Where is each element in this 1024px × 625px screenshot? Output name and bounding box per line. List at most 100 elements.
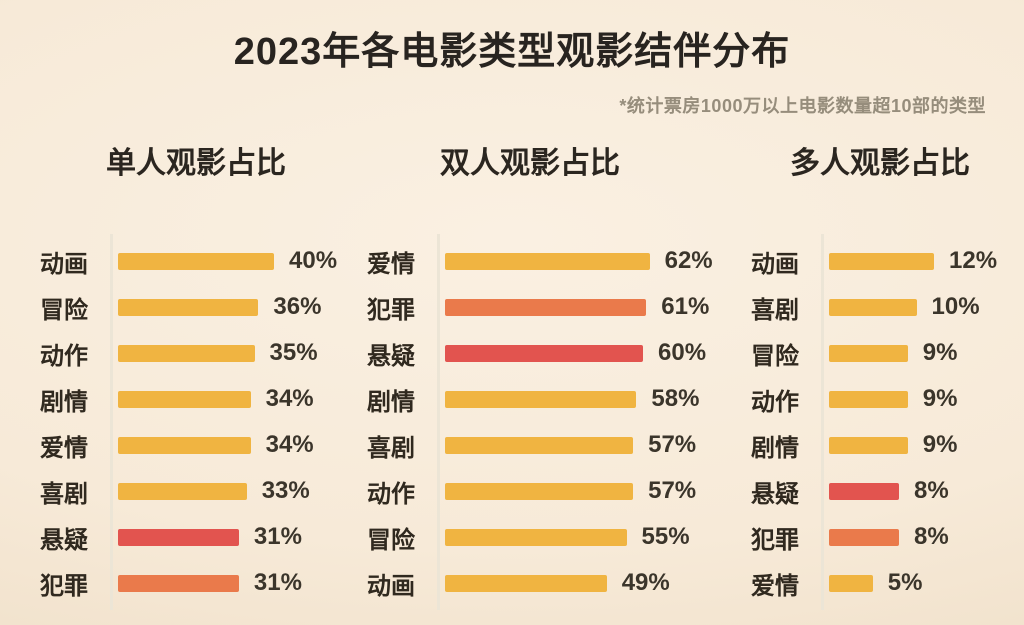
bar-row: 动画 40% <box>35 238 357 284</box>
footnote-subtitle: *统计票房1000万以上电影数量超10部的类型 <box>619 96 986 116</box>
value-label: 35% <box>269 339 318 366</box>
category-label: 冒险 <box>751 342 799 370</box>
category-label: 爱情 <box>367 250 415 278</box>
bar <box>829 436 908 454</box>
bar-row: 冒险 36% <box>35 284 357 330</box>
bar <box>445 298 647 316</box>
value-label: 57% <box>648 431 697 458</box>
value-label: 55% <box>641 523 690 550</box>
category-label: 喜剧 <box>751 296 799 324</box>
panel-multi-viewer-title: 多人观影占比 <box>790 147 970 180</box>
category-label: 动画 <box>40 250 88 278</box>
value-label: 10% <box>931 293 980 320</box>
value-label: 34% <box>265 431 314 458</box>
category-label: 剧情 <box>751 434 799 462</box>
category-label: 动画 <box>367 572 415 600</box>
bar <box>445 252 650 270</box>
bar-row: 犯罪 31% <box>35 560 357 606</box>
bar <box>445 574 607 592</box>
category-label: 悬疑 <box>751 480 799 508</box>
bar-row: 动作 35% <box>35 330 357 376</box>
bar-row: 动作 57% <box>362 468 698 514</box>
panel-double-viewer-bars: 爱情 62% 犯罪 61% 悬疑 60% 剧情 58% 喜剧 57% 动作 57% 冒险 55% 动画 49% <box>362 234 713 610</box>
value-label: 49% <box>621 569 670 596</box>
bar <box>445 344 643 362</box>
bar-row: 悬疑 60% <box>362 330 706 376</box>
bar <box>445 528 627 546</box>
category-label: 犯罪 <box>40 572 88 600</box>
bar-row: 爱情 34% <box>35 422 357 468</box>
bar <box>118 574 239 592</box>
value-label: 33% <box>261 477 310 504</box>
bar <box>829 528 899 546</box>
category-label: 动作 <box>751 388 799 416</box>
value-label: 9% <box>922 339 958 366</box>
bar-row: 爱情 5% <box>746 560 1014 606</box>
category-label: 爱情 <box>751 572 799 600</box>
value-label: 8% <box>914 523 949 550</box>
value-label: 62% <box>664 247 713 274</box>
value-label: 36% <box>273 293 322 320</box>
bar-row: 喜剧 57% <box>362 422 698 468</box>
panel-multi-viewer: 多人观影占比 动画 12% 喜剧 10% 冒险 9% 动作 9% 剧情 9% 悬疑 8% 犯罪 8% 爱情 5… <box>746 145 1014 610</box>
category-label: 剧情 <box>40 388 88 416</box>
value-label: 57% <box>648 477 697 504</box>
bar <box>445 482 634 500</box>
category-label: 犯罪 <box>367 296 415 324</box>
value-label: 9% <box>922 385 958 412</box>
bar <box>118 482 247 500</box>
bar-row: 动画 12% <box>746 238 1014 284</box>
panel-single-viewer: 单人观影占比 动画 40% 冒险 36% 动作 35% 剧情 34% 爱情 34% 喜剧 33% 悬疑 3… <box>35 145 357 610</box>
bar-row: 爱情 62% <box>362 238 713 284</box>
category-label: 喜剧 <box>40 480 88 508</box>
bar <box>118 252 274 270</box>
bar-row: 悬疑 8% <box>746 468 1014 514</box>
value-label: 9% <box>922 431 958 458</box>
bar <box>829 390 908 408</box>
panel-double-viewer: 双人观影占比 爱情 62% 犯罪 61% 悬疑 60% 剧情 58% 喜剧 57% 动作 57% 冒险 5… <box>362 145 713 610</box>
category-label: 爱情 <box>40 434 88 462</box>
page-title: 2023年各电影类型观影结伴分布 <box>233 31 791 73</box>
panel-double-viewer-title: 双人观影占比 <box>440 147 620 180</box>
bar <box>829 252 934 270</box>
value-label: 40% <box>289 247 338 274</box>
bar <box>118 344 255 362</box>
category-label: 犯罪 <box>751 526 799 554</box>
bar <box>118 528 239 546</box>
category-label: 动画 <box>751 250 799 278</box>
bar <box>118 436 251 454</box>
category-label: 悬疑 <box>367 342 415 370</box>
category-label: 剧情 <box>367 388 415 416</box>
value-label: 5% <box>887 569 923 596</box>
value-label: 12% <box>949 247 998 274</box>
bar-row: 冒险 9% <box>746 330 1014 376</box>
bar-row: 犯罪 61% <box>362 284 709 330</box>
category-label: 冒险 <box>367 526 415 554</box>
panel-single-viewer-title: 单人观影占比 <box>106 147 286 180</box>
bar-row: 犯罪 8% <box>746 514 1014 560</box>
bar <box>829 482 899 500</box>
bar-row: 剧情 34% <box>35 376 357 422</box>
panel-single-viewer-bars: 动画 40% 冒险 36% 动作 35% 剧情 34% 爱情 34% 喜剧 33% 悬疑 31% 犯罪 31% <box>35 234 357 610</box>
bar <box>118 390 251 408</box>
bar-row: 动画 49% <box>362 560 698 606</box>
bar-row: 剧情 9% <box>746 422 1014 468</box>
bar <box>829 344 908 362</box>
category-label: 喜剧 <box>367 434 415 462</box>
bar <box>118 298 259 316</box>
value-label: 31% <box>253 569 302 596</box>
bar <box>445 436 634 454</box>
value-label: 31% <box>253 523 302 550</box>
bar-row: 动作 9% <box>746 376 1014 422</box>
panel-multi-viewer-bars: 动画 12% 喜剧 10% 冒险 9% 动作 9% 剧情 9% 悬疑 8% 犯罪 8% 爱情 5% <box>746 234 1014 610</box>
category-label: 悬疑 <box>40 526 88 554</box>
bar-row: 剧情 58% <box>362 376 700 422</box>
bar <box>829 298 917 316</box>
bar-row: 喜剧 10% <box>746 284 1014 330</box>
bar-row: 喜剧 33% <box>35 468 357 514</box>
value-label: 61% <box>661 293 710 320</box>
value-label: 34% <box>265 385 314 412</box>
value-label: 60% <box>658 339 707 366</box>
value-label: 58% <box>651 385 700 412</box>
